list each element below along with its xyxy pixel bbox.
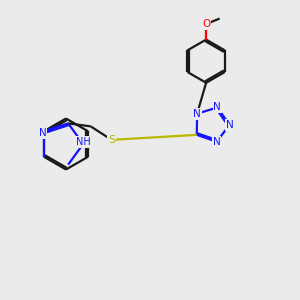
Text: N: N: [193, 109, 201, 119]
Text: N: N: [213, 137, 220, 147]
Text: N: N: [226, 120, 233, 130]
Text: N: N: [214, 103, 221, 112]
Text: O: O: [202, 19, 210, 29]
Text: S: S: [108, 135, 115, 145]
Text: N: N: [38, 128, 46, 138]
Text: NH: NH: [76, 137, 91, 147]
